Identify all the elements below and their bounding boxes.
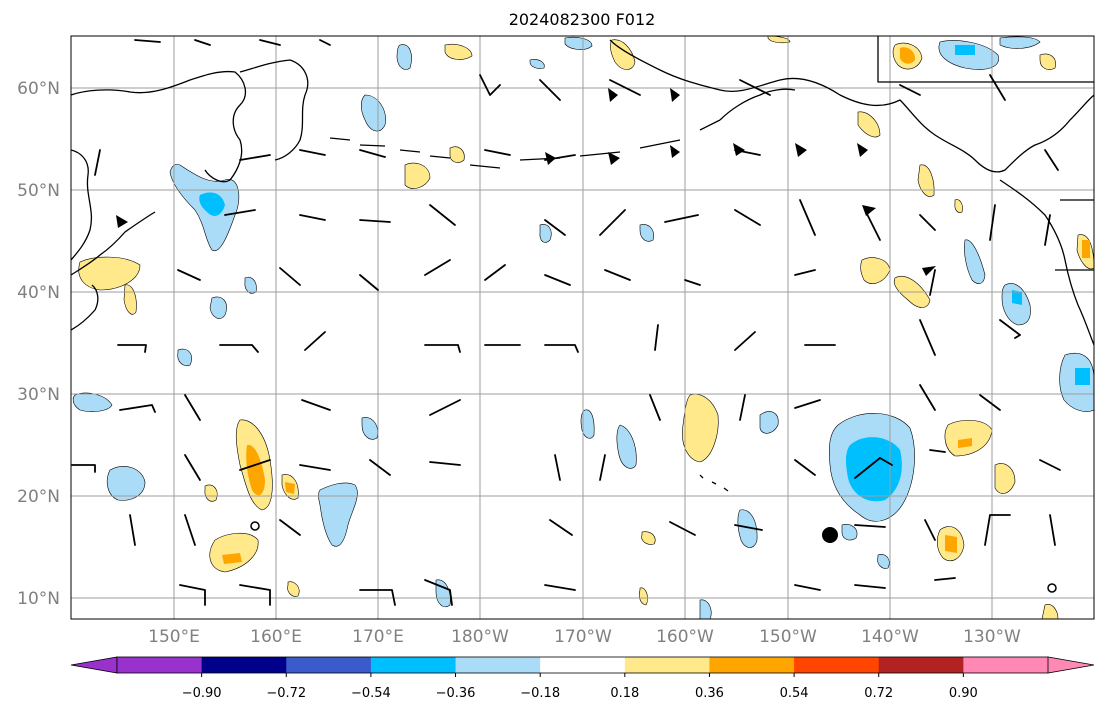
lon-label: 160°E bbox=[250, 627, 302, 647]
lat-label: 40°N bbox=[17, 283, 60, 303]
colorbar-segment bbox=[878, 657, 964, 673]
colorbar-tick-label: 0.36 bbox=[695, 686, 724, 701]
colorbar-segment bbox=[709, 657, 795, 673]
lon-label: 140°W bbox=[861, 627, 919, 647]
lon-label: 170°E bbox=[352, 627, 404, 647]
lon-label: 170°W bbox=[554, 627, 612, 647]
lon-label: 150°E bbox=[148, 627, 200, 647]
colorbar-segment bbox=[117, 657, 203, 673]
lon-label: 180°W bbox=[451, 627, 509, 647]
longitude-labels: 150°E 160°E 170°E 180°W 170°W 160°W 150°… bbox=[148, 627, 1021, 647]
lon-label: 130°W bbox=[963, 627, 1021, 647]
wind-flags bbox=[116, 88, 936, 276]
colorbar-tick-label: −0.18 bbox=[520, 686, 560, 701]
colorbar-tick-label: 0.54 bbox=[780, 686, 809, 701]
wind-barbs bbox=[71, 39, 1061, 606]
colorbar-segment bbox=[794, 657, 880, 673]
lon-label: 160°W bbox=[656, 627, 714, 647]
lat-label: 10°N bbox=[17, 589, 60, 609]
field-contours bbox=[72, 36, 1094, 619]
colorbar-tick-label: −0.36 bbox=[436, 686, 476, 701]
colorbar-segment bbox=[201, 657, 287, 673]
lat-label: 50°N bbox=[17, 181, 60, 201]
map-title: 2024082300 F012 bbox=[509, 10, 656, 29]
map-content bbox=[71, 36, 1094, 619]
map-frame bbox=[70, 35, 1095, 620]
lat-label: 60°N bbox=[17, 79, 60, 99]
colorbar-tick-label: 0.72 bbox=[864, 686, 893, 701]
colorbar-tick-label: −0.72 bbox=[266, 686, 306, 701]
lat-label: 20°N bbox=[17, 487, 60, 507]
colorbar-segment bbox=[286, 657, 372, 673]
gridlines bbox=[71, 36, 1094, 619]
lat-label: 30°N bbox=[17, 385, 60, 405]
colorbar-border bbox=[116, 656, 1049, 674]
calm-markers bbox=[250, 521, 1057, 593]
colorbar-segment bbox=[963, 657, 1049, 673]
coastlines bbox=[71, 36, 1094, 492]
colorbar-tick-label: −0.90 bbox=[182, 686, 222, 701]
colorbar-extend-right bbox=[1047, 656, 1095, 674]
colorbar-tick-label: 0.18 bbox=[610, 686, 639, 701]
colorbar-extend-left bbox=[70, 656, 118, 674]
colorbar-tick-label: 0.90 bbox=[949, 686, 978, 701]
colorbar-segment bbox=[624, 657, 710, 673]
latitude-labels: 60°N 50°N 40°N 30°N 20°N 10°N bbox=[17, 79, 60, 609]
colorbar-segment bbox=[455, 657, 541, 673]
colorbar: −0.90 −0.72 −0.54 −0.36 −0.18 0.18 0.36 0.54 0.7… bbox=[70, 656, 1095, 701]
colorbar-tick-label: −0.54 bbox=[351, 686, 391, 701]
colorbar-segment bbox=[540, 657, 626, 673]
colorbar-segment bbox=[370, 657, 457, 673]
lon-label: 150°W bbox=[759, 627, 817, 647]
